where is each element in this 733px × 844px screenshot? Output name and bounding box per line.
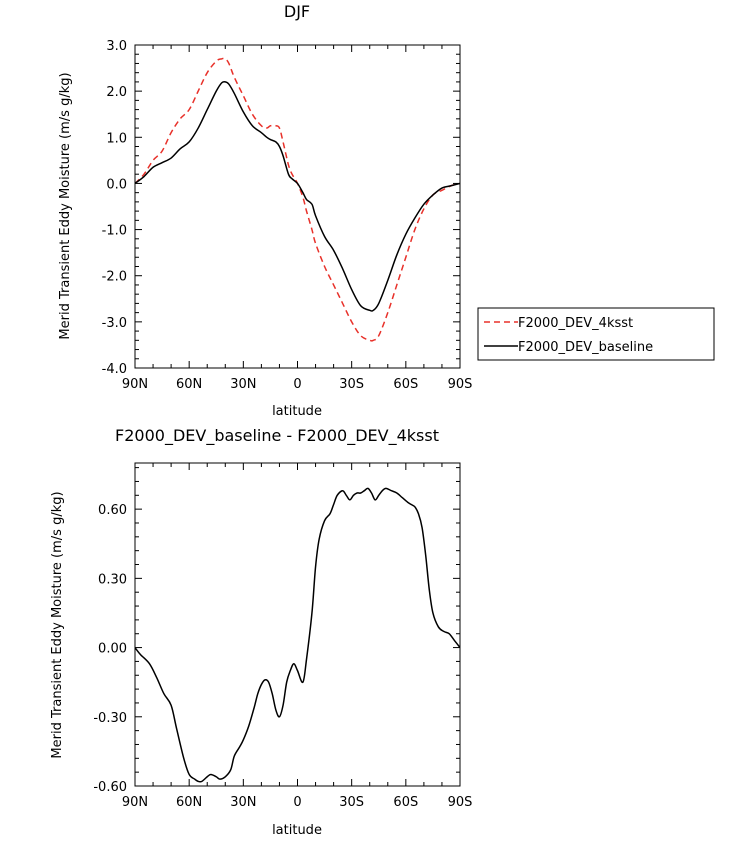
y-tick-label: -3.0 [102,316,127,331]
legend: F2000_DEV_4ksst F2000_DEV_baseline [477,307,715,361]
legend-box [477,307,715,361]
x-tick-label: 30S [339,795,364,810]
series-line [134,487,461,783]
x-tick-labels: 90N 60N 30N 0 30S 60S 90S [122,377,473,392]
y-tick-label: 1.0 [106,131,127,146]
y-tick-label: 3.0 [106,39,127,54]
y-tick-label: 0.0 [106,177,127,192]
plot-series [134,57,461,342]
x-tick-label: 60S [393,377,418,392]
y-axis-title: Merid Transient Eddy Moisture (m/s g/kg) [50,491,65,758]
y-tick-label: -0.60 [93,780,127,795]
axis-ticks [134,44,461,369]
x-tick-label: 90N [122,377,148,392]
y-tick-label: -0.30 [93,711,127,726]
chart-title: F2000_DEV_baseline - F2000_DEV_4ksst [115,426,439,446]
chart-title: DJF [284,2,310,21]
x-tick-label: 60S [393,795,418,810]
x-tick-label: 90S [448,795,473,810]
legend-label-baseline: F2000_DEV_baseline [518,340,653,355]
y-tick-label: 0.30 [98,572,127,587]
chart-djf: DJF 3.0 2.0 1.0 0.0 -1.0 -2.0 -3.0 -4.0 90N 60N 3… [58,2,715,419]
series-line [134,80,461,312]
y-tick-label: -1.0 [102,224,127,239]
x-axis-title: latitude [272,404,322,419]
y-tick-label: 0.60 [98,503,127,518]
x-axis-title: latitude [272,823,322,838]
x-tick-label: 0 [293,795,301,810]
plot-frame [134,44,461,369]
chart-difference: F2000_DEV_baseline - F2000_DEV_4ksst 0.6… [50,426,472,838]
x-tick-label: 30N [230,377,256,392]
y-tick-labels: 0.60 0.30 0.00 -0.30 -0.60 [93,503,127,795]
x-tick-label: 30S [339,377,364,392]
y-tick-label: 0.00 [98,642,127,657]
y-tick-label: -4.0 [102,362,127,377]
x-tick-label: 0 [293,377,301,392]
x-tick-label: 60N [176,377,202,392]
plot-frame [134,462,461,787]
y-tick-label: 2.0 [106,85,127,100]
y-tick-labels: 3.0 2.0 1.0 0.0 -1.0 -2.0 -3.0 -4.0 [102,39,127,377]
x-tick-label: 60N [176,795,202,810]
axis-ticks [134,463,461,787]
plot-series [134,487,461,783]
x-tick-labels: 90N 60N 30N 0 30S 60S 90S [122,795,473,810]
x-tick-label: 90N [122,795,148,810]
series-line [134,57,461,342]
y-tick-label: -2.0 [102,270,127,285]
legend-label-4ksst: F2000_DEV_4ksst [518,316,633,331]
x-tick-label: 30N [230,795,256,810]
y-axis-title: Merid Transient Eddy Moisture (m/s g/kg) [58,72,73,339]
x-tick-label: 90S [448,377,473,392]
